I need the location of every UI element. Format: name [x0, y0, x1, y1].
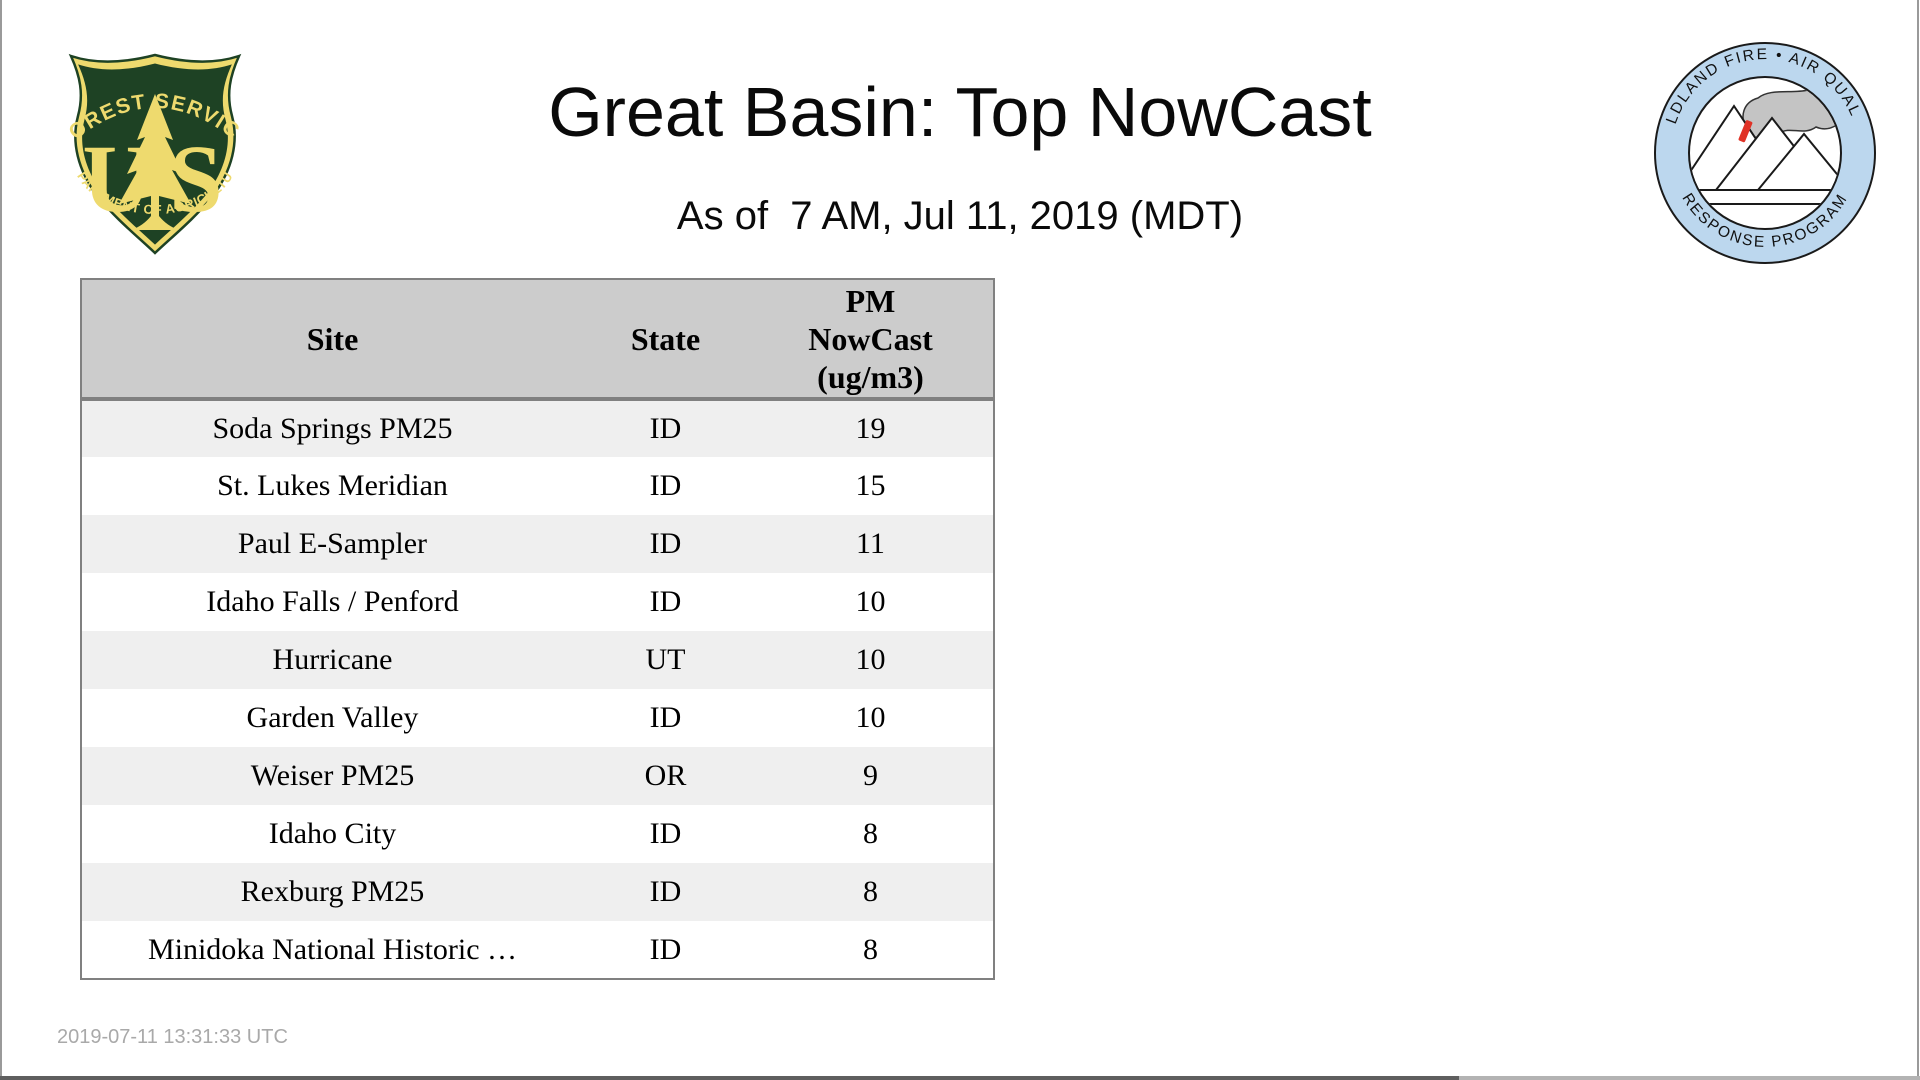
- timestamp: 2019-07-11 13:31:33 UTC: [57, 1026, 288, 1048]
- value-cell: 19: [748, 399, 994, 457]
- state-cell: ID: [649, 701, 682, 734]
- site-cell: Minidoka National Historic …: [147, 932, 518, 966]
- left-page-border: [0, 0, 2, 1076]
- value-cell: 15: [855, 469, 886, 502]
- state-cell: ID: [583, 515, 748, 573]
- table-header-row: Site State PM NowCast (ug/m3): [81, 279, 994, 401]
- table-row: Rexburg PM25 ID 8: [81, 863, 994, 921]
- value-cell: 11: [748, 515, 994, 573]
- site-cell: St. Lukes Meridian: [217, 469, 448, 502]
- value-cell: 8: [863, 932, 878, 966]
- fs-monogram-s: S: [169, 125, 222, 232]
- nowcast-table: Site State PM NowCast (ug/m3) Soda Sprin…: [80, 278, 995, 980]
- horizontal-scrollbar[interactable]: [0, 1076, 1920, 1080]
- site-cell: Rexburg PM25: [81, 863, 583, 921]
- state-cell: UT: [583, 631, 748, 689]
- col-header-site: Site: [81, 279, 583, 401]
- value-cell: 8: [748, 863, 994, 921]
- value-cell: 10: [748, 631, 994, 689]
- site-cell: Weiser PM25: [81, 747, 583, 805]
- right-page-border: [1917, 0, 1919, 1076]
- wf-fire-mark: [1738, 120, 1753, 143]
- site-cell: Soda Springs PM25: [81, 399, 583, 457]
- site-cell: Idaho City: [268, 817, 397, 850]
- forest-service-logo: FOREST SERVICE U S DEPARTMENT OF AGRICUL…: [55, 48, 243, 255]
- fs-tree-icon: [119, 94, 191, 230]
- table-row: Minidoka National Historic … ID 8: [81, 921, 994, 979]
- site-cell: Garden Valley: [246, 701, 419, 734]
- value-cell: 8: [863, 817, 878, 850]
- table-row: Paul E-Sampler ID 11: [81, 515, 994, 573]
- state-cell: ID: [583, 863, 748, 921]
- state-cell: ID: [649, 817, 682, 850]
- table-row: Soda Springs PM25 ID 19: [81, 399, 994, 457]
- page-title: Great Basin: Top NowCast: [548, 73, 1372, 151]
- subtitle: As of 7 AM, Jul 11, 2019 (MDT): [676, 194, 1244, 238]
- col-header-state: State: [583, 279, 748, 401]
- table-row: Garden Valley ID 10: [81, 689, 994, 747]
- state-cell: OR: [583, 747, 748, 805]
- site-cell: Idaho Falls / Penford: [206, 585, 459, 618]
- wfaqrp-logo: WILDLAND FIRE • AIR QUALITY RESPONSE PRO…: [1652, 40, 1876, 264]
- horizontal-scrollbar-thumb[interactable]: [0, 1076, 1459, 1080]
- state-cell: ID: [649, 932, 682, 966]
- table-row: Weiser PM25 OR 9: [81, 747, 994, 805]
- site-cell: Hurricane: [81, 631, 583, 689]
- table-row: Idaho Falls / Penford ID 10: [81, 573, 994, 631]
- table-row: Idaho City ID 8: [81, 805, 994, 863]
- table-body: Soda Springs PM25 ID 19 St. Lukes Meridian I…: [81, 399, 994, 979]
- table-row: St. Lukes Meridian ID 15: [81, 457, 994, 515]
- value-cell: 9: [748, 747, 994, 805]
- state-cell: ID: [649, 585, 682, 618]
- state-cell: ID: [583, 399, 748, 457]
- col-header-pm-nowcast: PM NowCast (ug/m3): [748, 279, 994, 401]
- site-cell: Paul E-Sampler: [81, 515, 583, 573]
- value-cell: 10: [855, 701, 886, 734]
- state-cell: ID: [649, 469, 682, 502]
- value-cell: 10: [855, 585, 886, 618]
- table-row: Hurricane UT 10: [81, 631, 994, 689]
